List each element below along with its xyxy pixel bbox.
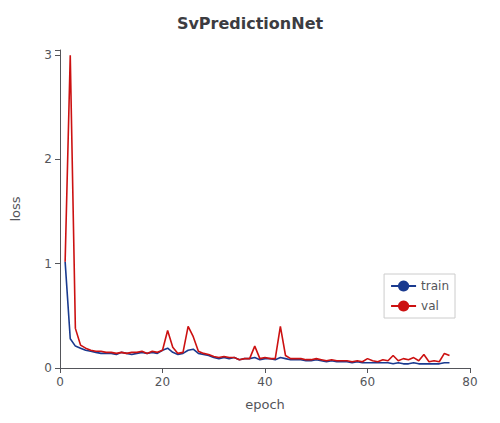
svg-text:1: 1 [44, 257, 52, 271]
svg-text:train: train [421, 279, 449, 293]
svg-text:epoch: epoch [245, 397, 285, 412]
svg-text:60: 60 [360, 375, 375, 389]
svg-text:20: 20 [155, 375, 170, 389]
svg-text:loss: loss [8, 196, 23, 221]
svg-text:SvPredictionNet: SvPredictionNet [177, 14, 324, 33]
svg-text:val: val [421, 299, 439, 313]
svg-text:0: 0 [44, 361, 52, 375]
svg-text:40: 40 [257, 375, 272, 389]
svg-text:3: 3 [44, 48, 52, 62]
svg-text:0: 0 [56, 375, 64, 389]
svg-text:80: 80 [462, 375, 477, 389]
svg-text:2: 2 [44, 152, 52, 166]
